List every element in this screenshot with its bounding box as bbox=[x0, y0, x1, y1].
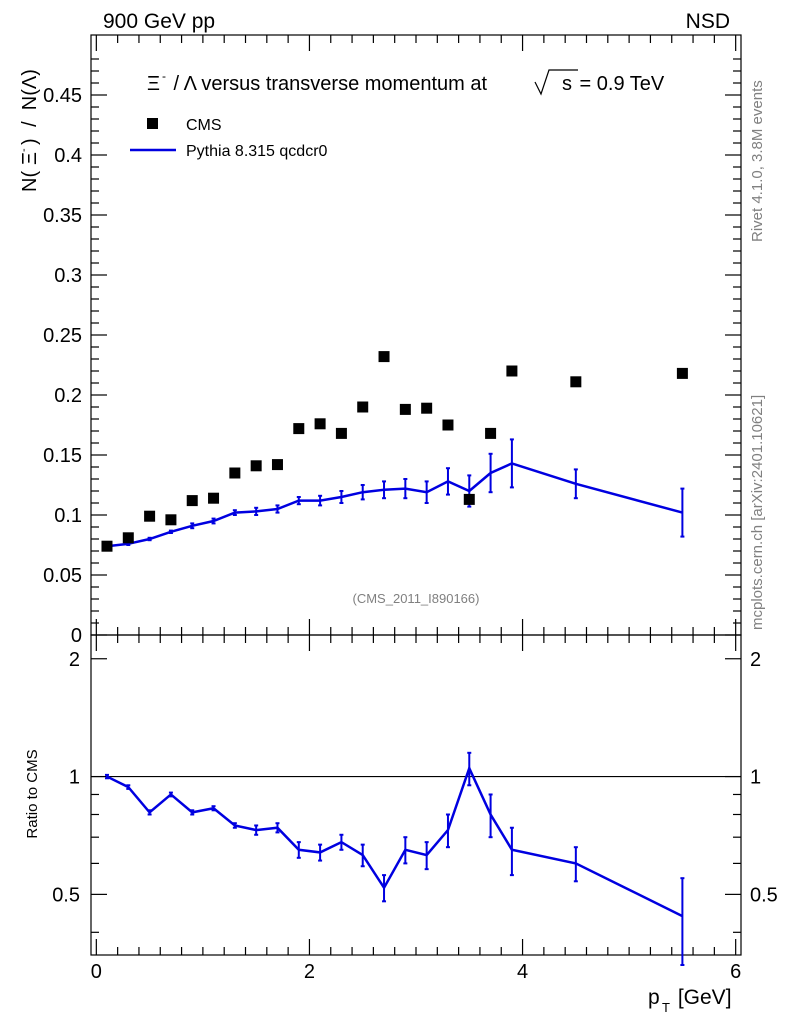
cms-data-point bbox=[399, 403, 411, 415]
cms-data-point bbox=[186, 495, 198, 507]
cms-data-point bbox=[506, 365, 518, 377]
title-xi-superscript: - bbox=[162, 69, 166, 83]
y-tick-label: 0.35 bbox=[43, 205, 82, 227]
y-tick-label: 0 bbox=[71, 625, 82, 647]
ratio-panel-frame bbox=[90, 634, 742, 956]
ylabel-superscript: - bbox=[18, 148, 30, 152]
x-tick-label: 0 bbox=[91, 961, 102, 983]
cms-data-point bbox=[208, 492, 220, 504]
xlabel-p: p bbox=[648, 986, 660, 1009]
title-sqrt-s: s bbox=[562, 73, 572, 95]
cms-data-point bbox=[293, 423, 305, 435]
y-tick-label: 0.2 bbox=[54, 385, 82, 407]
y-tick-label: 0.25 bbox=[43, 325, 82, 347]
ylabel-n-open: N( bbox=[19, 171, 41, 192]
cms-data-point bbox=[250, 460, 262, 472]
rivet-version-label: Rivet 4.1.0, 3.8M events bbox=[749, 80, 766, 242]
cms-data-point bbox=[570, 376, 582, 388]
legend-cms-label: CMS bbox=[186, 117, 222, 134]
cms-data-point bbox=[421, 402, 433, 414]
cms-data-point bbox=[357, 401, 369, 413]
y-tick-label: 0.45 bbox=[43, 85, 82, 107]
chart-title: Ξ - / Λ versus transverse momentum at s … bbox=[147, 69, 665, 96]
y-tick-label: 0.4 bbox=[54, 145, 82, 167]
ylabel-close-paren: ) bbox=[19, 138, 41, 145]
x-axis-label: p T [GeV] bbox=[648, 986, 732, 1015]
sqrt-symbol bbox=[534, 69, 578, 96]
ratio-tick-label-right: 2 bbox=[750, 649, 761, 671]
main-y-axis: 0 0.05 0.1 0.15 0.2 0.25 0.3 0.35 0.4 0.45 bbox=[43, 58, 741, 647]
cms-data-point bbox=[485, 427, 497, 439]
x-axis: 0 2 4 6 bbox=[91, 35, 741, 983]
y-tick-label: 0.3 bbox=[54, 265, 82, 287]
pythia-series bbox=[104, 438, 685, 550]
cms-data-point bbox=[165, 514, 177, 526]
ylabel-lambda-part: / N(Λ) bbox=[19, 69, 41, 138]
cms-data-point bbox=[101, 540, 113, 552]
y-axis-label: N( Ξ - ) / N(Λ) bbox=[18, 69, 41, 192]
cms-series bbox=[101, 351, 688, 552]
xlabel-unit: [GeV] bbox=[672, 986, 732, 1009]
ratio-y-axis-label: Ratio to CMS bbox=[24, 749, 41, 838]
cms-data-point bbox=[463, 493, 475, 505]
title-energy-value: = 0.9 TeV bbox=[574, 73, 665, 95]
header-process-label: NSD bbox=[686, 10, 730, 33]
legend: CMS Pythia 8.315 qcdcr0 bbox=[130, 117, 328, 160]
x-tick-label: 6 bbox=[730, 961, 741, 983]
x-tick-label: 4 bbox=[517, 961, 528, 983]
pythia-line bbox=[106, 462, 683, 548]
ratio-tick-label: 2 bbox=[69, 649, 80, 671]
cms-data-point bbox=[122, 532, 134, 544]
y-tick-label: 0.05 bbox=[43, 565, 82, 587]
x-tick-label: 2 bbox=[304, 961, 315, 983]
legend-pythia-label: Pythia 8.315 qcdcr0 bbox=[186, 143, 328, 160]
cms-data-point bbox=[442, 419, 454, 431]
ratio-tick-label: 1 bbox=[69, 767, 80, 789]
cms-data-point bbox=[314, 418, 326, 430]
ratio-tick-label: 0.5 bbox=[52, 884, 80, 906]
cms-data-point bbox=[378, 351, 390, 363]
mcplots-label: mcplots.cern.ch [arXiv:2401.10621] bbox=[749, 395, 766, 630]
title-main-text: / Λ versus transverse momentum at bbox=[168, 73, 493, 95]
ratio-series bbox=[104, 751, 685, 967]
cms-data-point bbox=[676, 367, 688, 379]
cms-data-point bbox=[271, 459, 283, 471]
y-tick-label: 0.1 bbox=[54, 505, 82, 527]
analysis-id-watermark: (CMS_2011_I890166) bbox=[353, 591, 480, 606]
cms-data-point bbox=[144, 510, 156, 522]
ratio-tick-label-right: 0.5 bbox=[750, 884, 778, 906]
ratio-tick-label-right: 1 bbox=[750, 767, 761, 789]
ratio-line bbox=[106, 764, 683, 918]
cms-data-point bbox=[335, 427, 347, 439]
title-xi-symbol: Ξ bbox=[147, 73, 160, 95]
ratio-y-axis: 0.5 0.5 1 1 2 2 bbox=[52, 649, 778, 933]
legend-cms-marker bbox=[147, 118, 158, 129]
cms-data-point bbox=[229, 467, 241, 479]
y-tick-label: 0.15 bbox=[43, 445, 82, 467]
ylabel-xi: Ξ bbox=[19, 152, 41, 165]
xlabel-subscript: T bbox=[662, 1000, 670, 1015]
header-energy-label: 900 GeV pp bbox=[103, 10, 215, 33]
